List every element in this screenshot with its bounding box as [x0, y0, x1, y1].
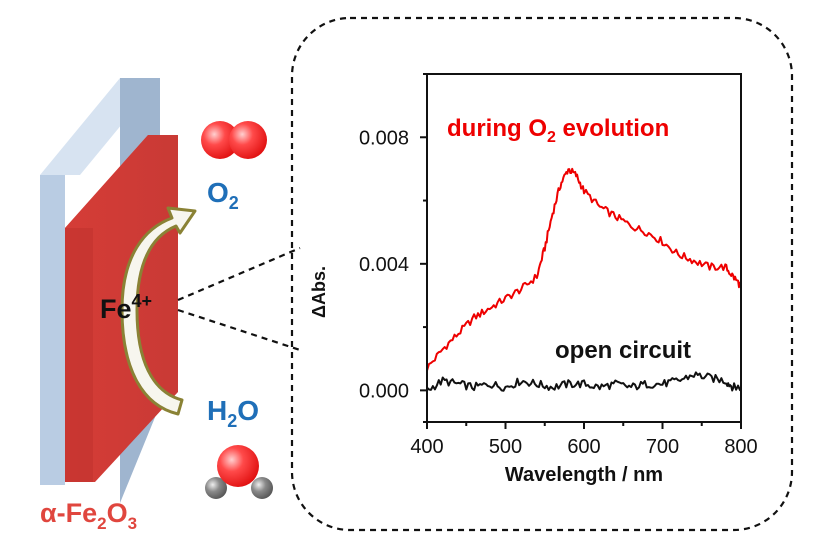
zoom-line-lower — [177, 308, 301, 352]
series-label-evolution-main: during O — [447, 115, 547, 142]
substrate-front-face — [40, 175, 65, 485]
series-label-open-circuit: open circuit — [555, 337, 691, 364]
y-tick-label: 0.008 — [359, 127, 409, 149]
material-sub2: 3 — [128, 514, 137, 533]
material-alpha: α-Fe — [40, 498, 97, 528]
x-tick-label: 600 — [567, 436, 600, 458]
x-tick-label: 800 — [724, 436, 757, 458]
series-line-o2-evolution — [426, 167, 742, 371]
x-axis-label: Wavelength / nm — [505, 464, 663, 486]
fe-base: Fe — [100, 294, 132, 324]
x-tick-label: 500 — [489, 436, 522, 458]
x-tick-label: 400 — [410, 436, 443, 458]
h2o-o: O — [237, 395, 259, 426]
series-label-evolution-sub: 2 — [547, 129, 556, 146]
series-layer — [426, 167, 742, 392]
o2-label: O2 — [207, 177, 239, 213]
oxidation-arrow — [120, 206, 197, 416]
o2-main: O — [207, 177, 229, 208]
h2o-subscript: 2 — [227, 411, 237, 431]
fe-ion-label: Fe4+ — [100, 291, 152, 324]
zoom-frame — [290, 16, 794, 532]
hematite-edge — [65, 228, 93, 482]
y-axis-label: ΔAbs. — [309, 266, 329, 318]
material-label: α-Fe2O3 — [40, 498, 137, 533]
y-ticks: 0.000 0.004 0.008 — [359, 73, 427, 423]
electrode-illustration — [40, 78, 178, 503]
fe-superscript: 4+ — [132, 291, 153, 311]
x-tick-label: 700 — [646, 436, 679, 458]
series-line-open-circuit — [426, 371, 742, 392]
x-ticks: 400 500 600 700 800 — [410, 422, 758, 458]
y-tick-label: 0.004 — [359, 254, 409, 276]
water-molecule-icon — [205, 445, 273, 499]
material-o: O — [107, 498, 128, 528]
material-sub1: 2 — [97, 514, 106, 533]
series-label-evolution: during O2 evolution — [447, 115, 669, 146]
h2o-label: H2O — [207, 395, 259, 431]
o2-subscript: 2 — [229, 193, 239, 213]
spectrum-chart: 400 500 600 700 800 0.000 0.004 0.008 Waveleng… — [309, 73, 758, 486]
zoom-line-upper — [177, 246, 301, 302]
oxygen-molecule-icon — [201, 121, 267, 159]
y-tick-label: 0.000 — [359, 380, 409, 402]
series-label-evolution-tail: evolution — [556, 115, 669, 142]
h2o-h: H — [207, 395, 227, 426]
